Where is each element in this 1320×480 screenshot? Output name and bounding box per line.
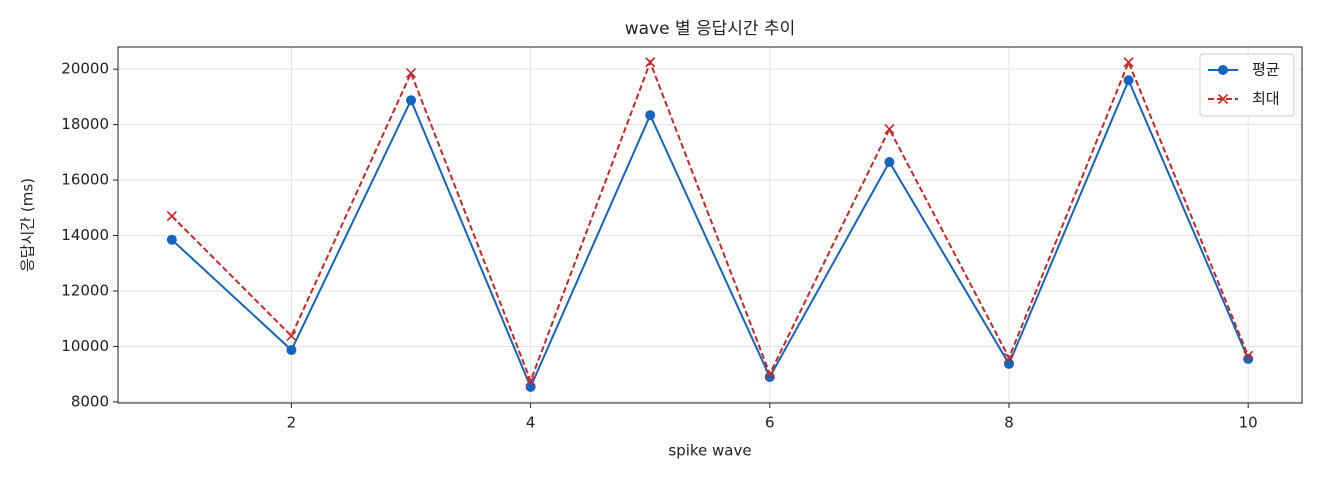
point-marker: [1218, 65, 1228, 75]
point-marker: [764, 371, 775, 382]
point-marker: [884, 124, 895, 135]
marker-stroke: [1217, 93, 1229, 105]
x-tick-label: 6: [765, 414, 775, 432]
y-tick-label: 18000: [61, 115, 109, 133]
chart-title: wave 별 응답시간 추이: [625, 19, 796, 39]
point-marker: [645, 57, 656, 68]
y-tick-label: 10000: [61, 337, 109, 355]
point-marker: [166, 234, 177, 245]
x-tick-label: 2: [287, 414, 297, 432]
point-marker: [406, 95, 417, 106]
plot-frame: [117, 46, 1303, 404]
point-marker: [884, 157, 895, 168]
point-marker: [1123, 75, 1134, 86]
y-tick-label: 14000: [61, 226, 109, 244]
point-marker: [764, 368, 775, 379]
point-marker: [1243, 350, 1254, 361]
x-tick-label: 4: [526, 414, 536, 432]
marker-stroke: [286, 330, 297, 341]
series-line: [171, 59, 1250, 384]
point-marker: [1123, 57, 1134, 68]
point-marker: [405, 67, 417, 79]
legend-label: 최대: [1252, 90, 1280, 108]
x-tick-label: 10: [1239, 414, 1258, 432]
point-marker: [286, 330, 297, 341]
point-marker: [525, 375, 536, 386]
point-marker: [1003, 352, 1015, 363]
y-axis-label: 응답시간 (ms): [19, 178, 37, 272]
marker-stroke: [1123, 57, 1134, 68]
x-axis-label: spike wave: [668, 442, 751, 460]
point-marker: [1217, 93, 1229, 105]
point-marker: [1243, 353, 1254, 364]
marker-stroke: [525, 375, 536, 386]
y-tick-label: 12000: [61, 281, 109, 299]
marker-stroke: [884, 124, 895, 135]
point-marker: [166, 211, 177, 222]
marker-stroke: [166, 211, 177, 222]
marker-stroke: [405, 67, 417, 79]
marker-stroke: [645, 57, 656, 68]
point-marker: [645, 110, 656, 121]
y-tick-label: 16000: [61, 171, 109, 189]
x-tick-label: 8: [1004, 414, 1014, 432]
legend-label: 평균: [1252, 61, 1280, 79]
marker-stroke: [1243, 350, 1254, 361]
point-marker: [286, 345, 297, 356]
legend-box: [1199, 53, 1295, 117]
y-tick-label: 20000: [61, 60, 109, 78]
y-tick-label: 8000: [71, 392, 109, 410]
marker-stroke: [764, 368, 775, 379]
series-line: [171, 77, 1250, 390]
marker-stroke: [1003, 352, 1015, 363]
